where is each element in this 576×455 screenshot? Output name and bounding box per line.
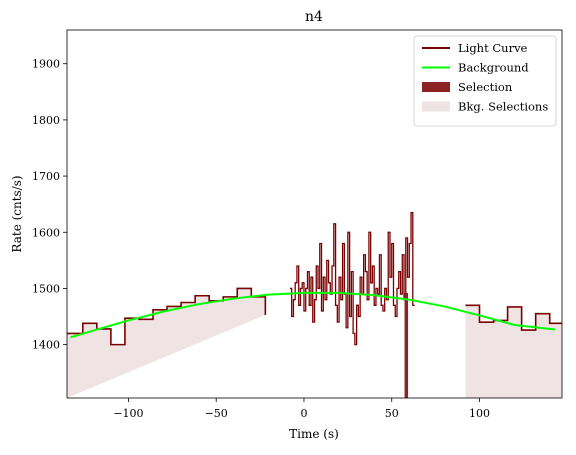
light-curve-steps [465, 304, 562, 331]
y-tick-label: 1900 [32, 58, 60, 71]
legend-label: Bkg. Selections [458, 100, 548, 114]
y-tick-label: 1600 [32, 226, 60, 239]
y-axis: 1400 1500 1600 1700 1800 1900 [32, 58, 67, 352]
legend-label: Selection [458, 80, 513, 94]
x-tick-label: −50 [205, 407, 228, 420]
y-axis-title: Rate (cnts/s) [10, 175, 24, 252]
legend-label: Light Curve [458, 41, 528, 55]
chart-title: n4 [305, 9, 323, 25]
legend-label: Background [458, 61, 529, 75]
plot-frame [66, 29, 563, 399]
light-curve-fine [289, 211, 415, 346]
background-curve [70, 291, 556, 339]
x-tick-label: −100 [113, 407, 143, 420]
plot-content [67, 211, 562, 398]
x-axis: −100 −50 0 50 100 [113, 398, 490, 420]
x-axis-title: Time (s) [289, 427, 339, 441]
bkg-selection-region [67, 288, 266, 398]
x-tick-label: 0 [300, 407, 307, 420]
light-curve-steps [67, 287, 267, 346]
y-tick-label: 1700 [32, 170, 60, 183]
x-tick-label: 100 [469, 407, 490, 420]
legend-patch-swatch [422, 82, 450, 92]
legend: Light Curve Background Selection Bkg. Selec… [413, 35, 557, 127]
y-tick-label: 1400 [32, 339, 60, 352]
selection-bar [404, 292, 409, 398]
x-tick-label: 50 [385, 407, 399, 420]
legend-patch-swatch [422, 101, 450, 112]
y-tick-label: 1800 [32, 114, 60, 127]
y-tick-label: 1500 [32, 282, 60, 295]
